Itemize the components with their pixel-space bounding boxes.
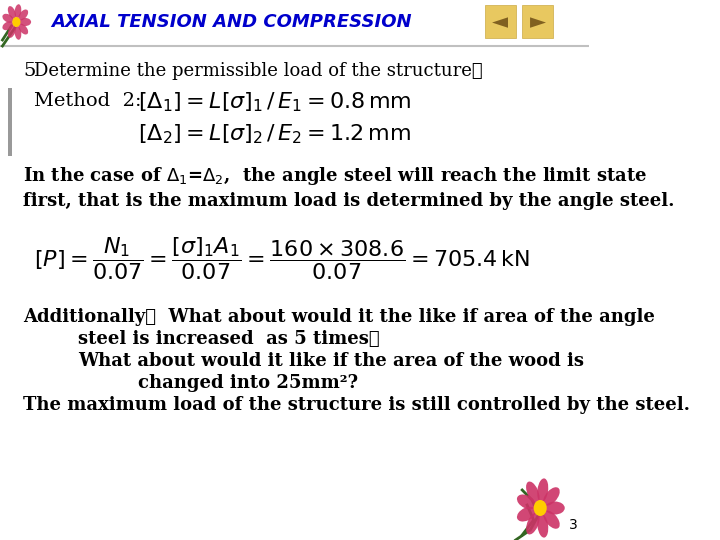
Text: $[\Delta_1]=L[\sigma]_1\,/\,E_1=0.8\,\mathrm{mm}$: $[\Delta_1]=L[\sigma]_1\,/\,E_1=0.8\,\ma… xyxy=(138,90,411,113)
Ellipse shape xyxy=(543,510,559,529)
Text: 3: 3 xyxy=(569,518,577,532)
Text: Additionally：  What about would it the like if area of the angle: Additionally： What about would it the li… xyxy=(23,308,654,326)
Ellipse shape xyxy=(517,507,536,522)
Text: In the case of $\Delta_1$=$\Delta_2$,  the angle steel will reach the limit stat: In the case of $\Delta_1$=$\Delta_2$, th… xyxy=(23,165,647,187)
Text: Determine the permissible load of the structure：: Determine the permissible load of the st… xyxy=(35,62,483,80)
Ellipse shape xyxy=(537,478,548,502)
Text: $[\Delta_2]=L[\sigma]_2\,/\,E_2=1.2\,\mathrm{mm}$: $[\Delta_2]=L[\sigma]_2\,/\,E_2=1.2\,\ma… xyxy=(138,122,410,146)
Text: AXIAL TENSION AND COMPRESSION: AXIAL TENSION AND COMPRESSION xyxy=(50,13,411,31)
Text: ◄: ◄ xyxy=(492,12,508,32)
Ellipse shape xyxy=(14,4,22,18)
Ellipse shape xyxy=(526,482,539,503)
Ellipse shape xyxy=(14,26,22,40)
Ellipse shape xyxy=(545,502,564,515)
Ellipse shape xyxy=(517,495,536,509)
Text: changed into 25mm²?: changed into 25mm²? xyxy=(138,374,358,392)
Text: first, that is the maximum load is determined by the angle steel.: first, that is the maximum load is deter… xyxy=(23,192,675,210)
Ellipse shape xyxy=(2,21,14,30)
Ellipse shape xyxy=(8,25,16,38)
Ellipse shape xyxy=(537,514,548,538)
Ellipse shape xyxy=(2,14,14,23)
FancyBboxPatch shape xyxy=(8,88,12,156)
Text: 5: 5 xyxy=(23,62,35,80)
Text: $[P]=\dfrac{N_1}{0.07}=\dfrac{[\sigma]_1 A_1}{0.07}=\dfrac{160\times308.6}{0.07}: $[P]=\dfrac{N_1}{0.07}=\dfrac{[\sigma]_1… xyxy=(35,235,530,281)
Circle shape xyxy=(12,17,20,27)
Text: What about would it like if the area of the wood is: What about would it like if the area of … xyxy=(78,352,584,370)
Text: The maximum load of the structure is still controlled by the steel.: The maximum load of the structure is sti… xyxy=(23,396,690,414)
Ellipse shape xyxy=(526,512,539,535)
Text: ►: ► xyxy=(530,12,546,32)
FancyBboxPatch shape xyxy=(522,5,553,38)
Ellipse shape xyxy=(19,24,28,35)
FancyBboxPatch shape xyxy=(485,5,516,38)
Text: steel is increased  as 5 times？: steel is increased as 5 times？ xyxy=(78,330,379,348)
Circle shape xyxy=(534,500,546,516)
Text: Method  2:: Method 2: xyxy=(35,92,142,110)
Ellipse shape xyxy=(19,10,28,21)
Ellipse shape xyxy=(19,18,31,26)
Ellipse shape xyxy=(8,6,16,19)
Ellipse shape xyxy=(543,487,559,505)
